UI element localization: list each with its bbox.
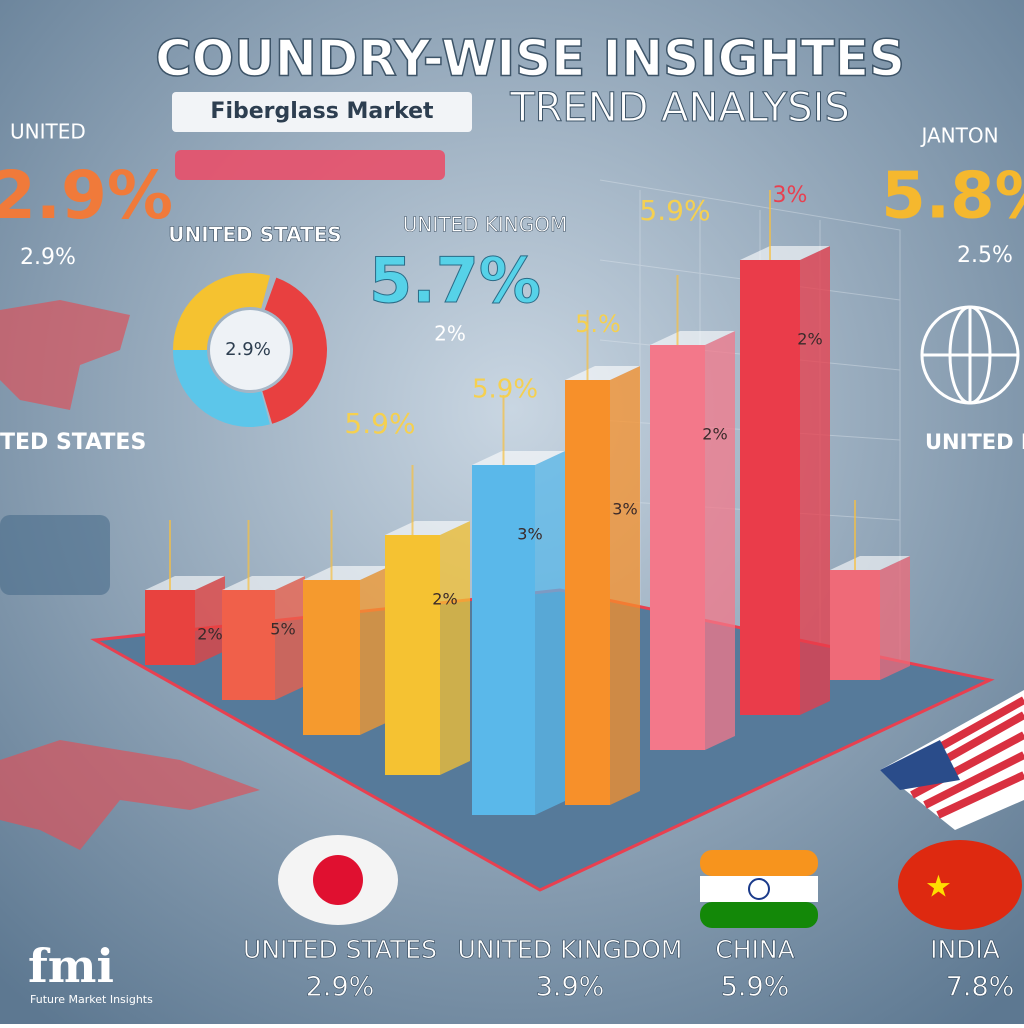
floating-label: 5.% bbox=[575, 310, 621, 338]
bar-label: 2% bbox=[702, 425, 727, 444]
bar-side bbox=[360, 566, 390, 735]
donut-center: 2.9% bbox=[225, 339, 271, 360]
bar-top bbox=[740, 246, 830, 260]
bar-label: 3% bbox=[612, 500, 637, 519]
logo-mark: fmi bbox=[28, 939, 114, 993]
subtitle-box bbox=[172, 92, 472, 132]
map-decor bbox=[0, 300, 130, 410]
bar-front bbox=[303, 580, 360, 735]
small-value: 2.5% bbox=[957, 243, 1013, 268]
label: UNITED bbox=[10, 120, 86, 144]
floating-label: 5.9% bbox=[472, 375, 538, 405]
logo-text: Future Market Insights bbox=[30, 993, 153, 1006]
highlight-value: 5.7% bbox=[369, 244, 541, 317]
country-name: UNITED KINGDOM bbox=[458, 935, 683, 964]
bar-front bbox=[740, 260, 800, 715]
bar-front bbox=[650, 345, 705, 750]
svg-text:★: ★ bbox=[925, 870, 952, 905]
bar-top bbox=[222, 576, 305, 590]
country-list: UNITED STATES 2.9% UNITED KINGDOM 3.9% CHINA… bbox=[243, 935, 1015, 1003]
donut-hole bbox=[210, 310, 290, 390]
country-value: 3.9% bbox=[536, 972, 605, 1003]
bar-side bbox=[880, 556, 910, 680]
donut-title: UNITED STATES bbox=[168, 223, 341, 247]
country-name: CHINA bbox=[715, 935, 794, 964]
title: COUNDRY-WISE INSIGHTES bbox=[155, 30, 905, 88]
donut bbox=[172, 273, 327, 427]
bar-front bbox=[472, 465, 535, 815]
bar-top bbox=[303, 566, 390, 580]
floating-label: 3% bbox=[773, 183, 808, 208]
bar-side bbox=[800, 246, 830, 715]
bar-front bbox=[145, 590, 195, 665]
bar-label: 3% bbox=[517, 525, 542, 544]
subtitle: TREND ANALYSIS bbox=[509, 85, 850, 131]
bar-side bbox=[440, 521, 470, 775]
bar-front bbox=[565, 380, 610, 805]
bar-front bbox=[830, 570, 880, 680]
country-value: 7.8% bbox=[946, 972, 1015, 1003]
map-decor bbox=[0, 740, 260, 850]
china-flag: ★ bbox=[898, 840, 1022, 930]
bar-top bbox=[565, 366, 640, 380]
floating-label: 5.9% bbox=[344, 407, 415, 440]
bar-top bbox=[472, 451, 565, 465]
banner bbox=[175, 150, 445, 180]
floating-label: 5.9% bbox=[639, 194, 710, 227]
bar-label: 2% bbox=[432, 590, 457, 609]
highlight-sub: 2% bbox=[434, 322, 466, 346]
globe-label: UNITED K bbox=[925, 430, 1024, 454]
japan-flag bbox=[278, 835, 398, 925]
device-decor bbox=[0, 515, 110, 595]
small-value: 2.9% bbox=[20, 245, 76, 270]
subtitle: Fiberglass Market bbox=[210, 99, 434, 124]
bars: 2% 5% 2% 3% 3% 2% 2% bbox=[145, 190, 910, 815]
bar-side bbox=[705, 331, 735, 750]
country-name: UNITED STATES bbox=[243, 935, 437, 964]
map-label: TED STATES bbox=[0, 430, 146, 455]
country-name: INDIA bbox=[930, 935, 1000, 964]
country-value: 5.9% bbox=[721, 972, 790, 1003]
highlight-title: UNITED KINGOM bbox=[403, 213, 568, 237]
bar-side bbox=[195, 576, 225, 665]
bar-front bbox=[385, 535, 440, 775]
bar-side bbox=[535, 451, 565, 815]
india-flag bbox=[700, 850, 818, 928]
bar-front bbox=[222, 590, 275, 700]
bar-top bbox=[385, 521, 470, 535]
big-value: 2.9% bbox=[0, 157, 173, 234]
bar-top bbox=[830, 556, 910, 570]
bar-label: 2% bbox=[797, 330, 822, 349]
globe bbox=[920, 305, 1020, 405]
country-value: 2.9% bbox=[306, 972, 375, 1003]
bar-top bbox=[145, 576, 225, 590]
bar-side bbox=[275, 576, 305, 700]
bar-label: 5% bbox=[270, 620, 295, 639]
big-value: 5.8% bbox=[881, 160, 1024, 234]
bar-side bbox=[610, 366, 640, 805]
us-flag bbox=[880, 690, 1024, 830]
label: JANTON bbox=[919, 124, 998, 148]
bar-label: 2% bbox=[197, 625, 222, 644]
bar-top bbox=[650, 331, 735, 345]
